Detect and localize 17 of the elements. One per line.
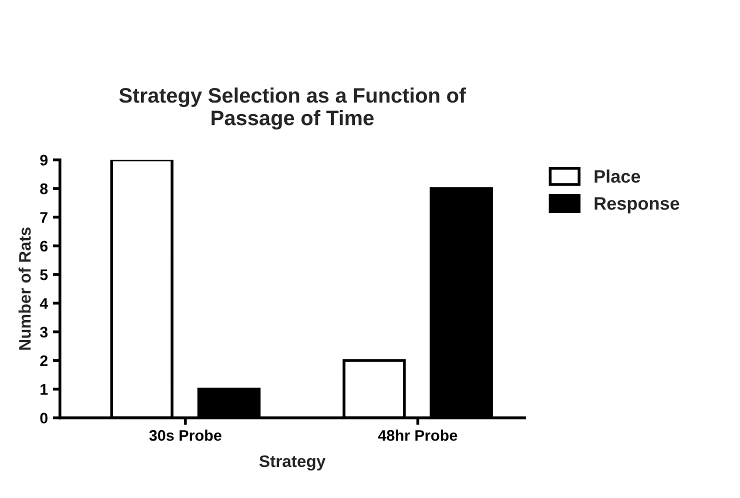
y-tick-label: 4 bbox=[40, 298, 48, 309]
y-axis-title: Number of Rats bbox=[18, 227, 31, 350]
y-tick-label: 9 bbox=[40, 154, 48, 166]
y-tick-label: 5 bbox=[40, 270, 48, 280]
legend-label: Response bbox=[594, 197, 680, 214]
y-tick-label: 7 bbox=[40, 212, 48, 223]
chart-title: Strategy Selection as a Function of Passage of Time bbox=[119, 88, 466, 130]
y-tick-label: 3 bbox=[40, 326, 48, 338]
x-tick-label: 48hr Probe bbox=[378, 430, 458, 441]
y-tick-label: 0 bbox=[40, 412, 48, 424]
y-tick-label: 6 bbox=[40, 240, 48, 252]
x-tick-label: 30s Probe bbox=[149, 430, 222, 441]
y-tick-label: 2 bbox=[40, 355, 48, 366]
y-tick-label: 8 bbox=[40, 183, 48, 194]
legend-label: Place bbox=[594, 170, 640, 183]
x-axis-title: Strategy bbox=[259, 455, 326, 471]
y-tick-label: 1 bbox=[40, 384, 48, 395]
